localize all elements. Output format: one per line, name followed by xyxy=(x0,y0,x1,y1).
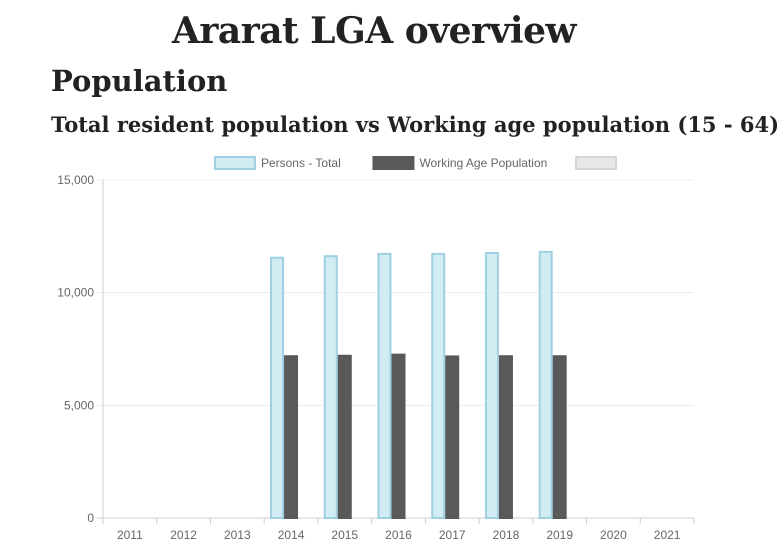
x-tick-label: 2011 xyxy=(117,528,143,542)
section-title: Population xyxy=(51,64,228,98)
bar xyxy=(337,354,352,519)
bar xyxy=(323,255,338,520)
legend-label: Persons - Total xyxy=(261,156,341,170)
legend: Persons - Total Working Age Population xyxy=(213,156,618,170)
legend-swatch xyxy=(213,156,256,170)
bar xyxy=(498,355,513,519)
x-tick-label: 2013 xyxy=(224,528,251,542)
x-tick-label: 2019 xyxy=(546,528,573,542)
x-tick-label: 2012 xyxy=(170,528,197,542)
chart-title: Total resident population vs Working age… xyxy=(51,112,780,137)
bar xyxy=(270,256,285,520)
legend-label: Working Age Population xyxy=(419,156,547,170)
bars xyxy=(270,250,567,520)
x-tick-label: 2021 xyxy=(654,528,681,542)
x-tick-label: 2015 xyxy=(331,528,358,542)
bar xyxy=(391,353,406,519)
bar xyxy=(377,252,392,519)
y-tick-label: 15,000 xyxy=(57,173,94,187)
legend-swatch xyxy=(372,156,415,170)
bar xyxy=(484,252,499,520)
page-title: Ararat LGA overview xyxy=(172,10,577,52)
x-tick-label: 2014 xyxy=(278,528,305,542)
legend-swatch xyxy=(575,156,618,170)
x-tick-label: 2018 xyxy=(493,528,520,542)
y-axis: 0 5,000 10,000 15,000 xyxy=(57,173,104,525)
bar xyxy=(284,355,299,519)
bar xyxy=(445,355,460,519)
y-tick-label: 0 xyxy=(87,511,94,525)
x-tick-label: 2016 xyxy=(385,528,412,542)
y-tick-label: 5,000 xyxy=(64,398,94,412)
x-tick-label: 2017 xyxy=(439,528,466,542)
bar xyxy=(431,252,446,519)
bar xyxy=(552,355,567,519)
x-tick-label: 2020 xyxy=(600,528,627,542)
chart-container: 0 5,000 10,000 15,000 2011 2012 2013 2014 2015 2… xyxy=(0,145,783,553)
y-tick-label: 10,000 xyxy=(57,286,94,300)
bar xyxy=(538,250,553,519)
x-axis: 2011 2012 2013 2014 2015 2016 2017 2018 2019 2020… xyxy=(117,518,695,542)
